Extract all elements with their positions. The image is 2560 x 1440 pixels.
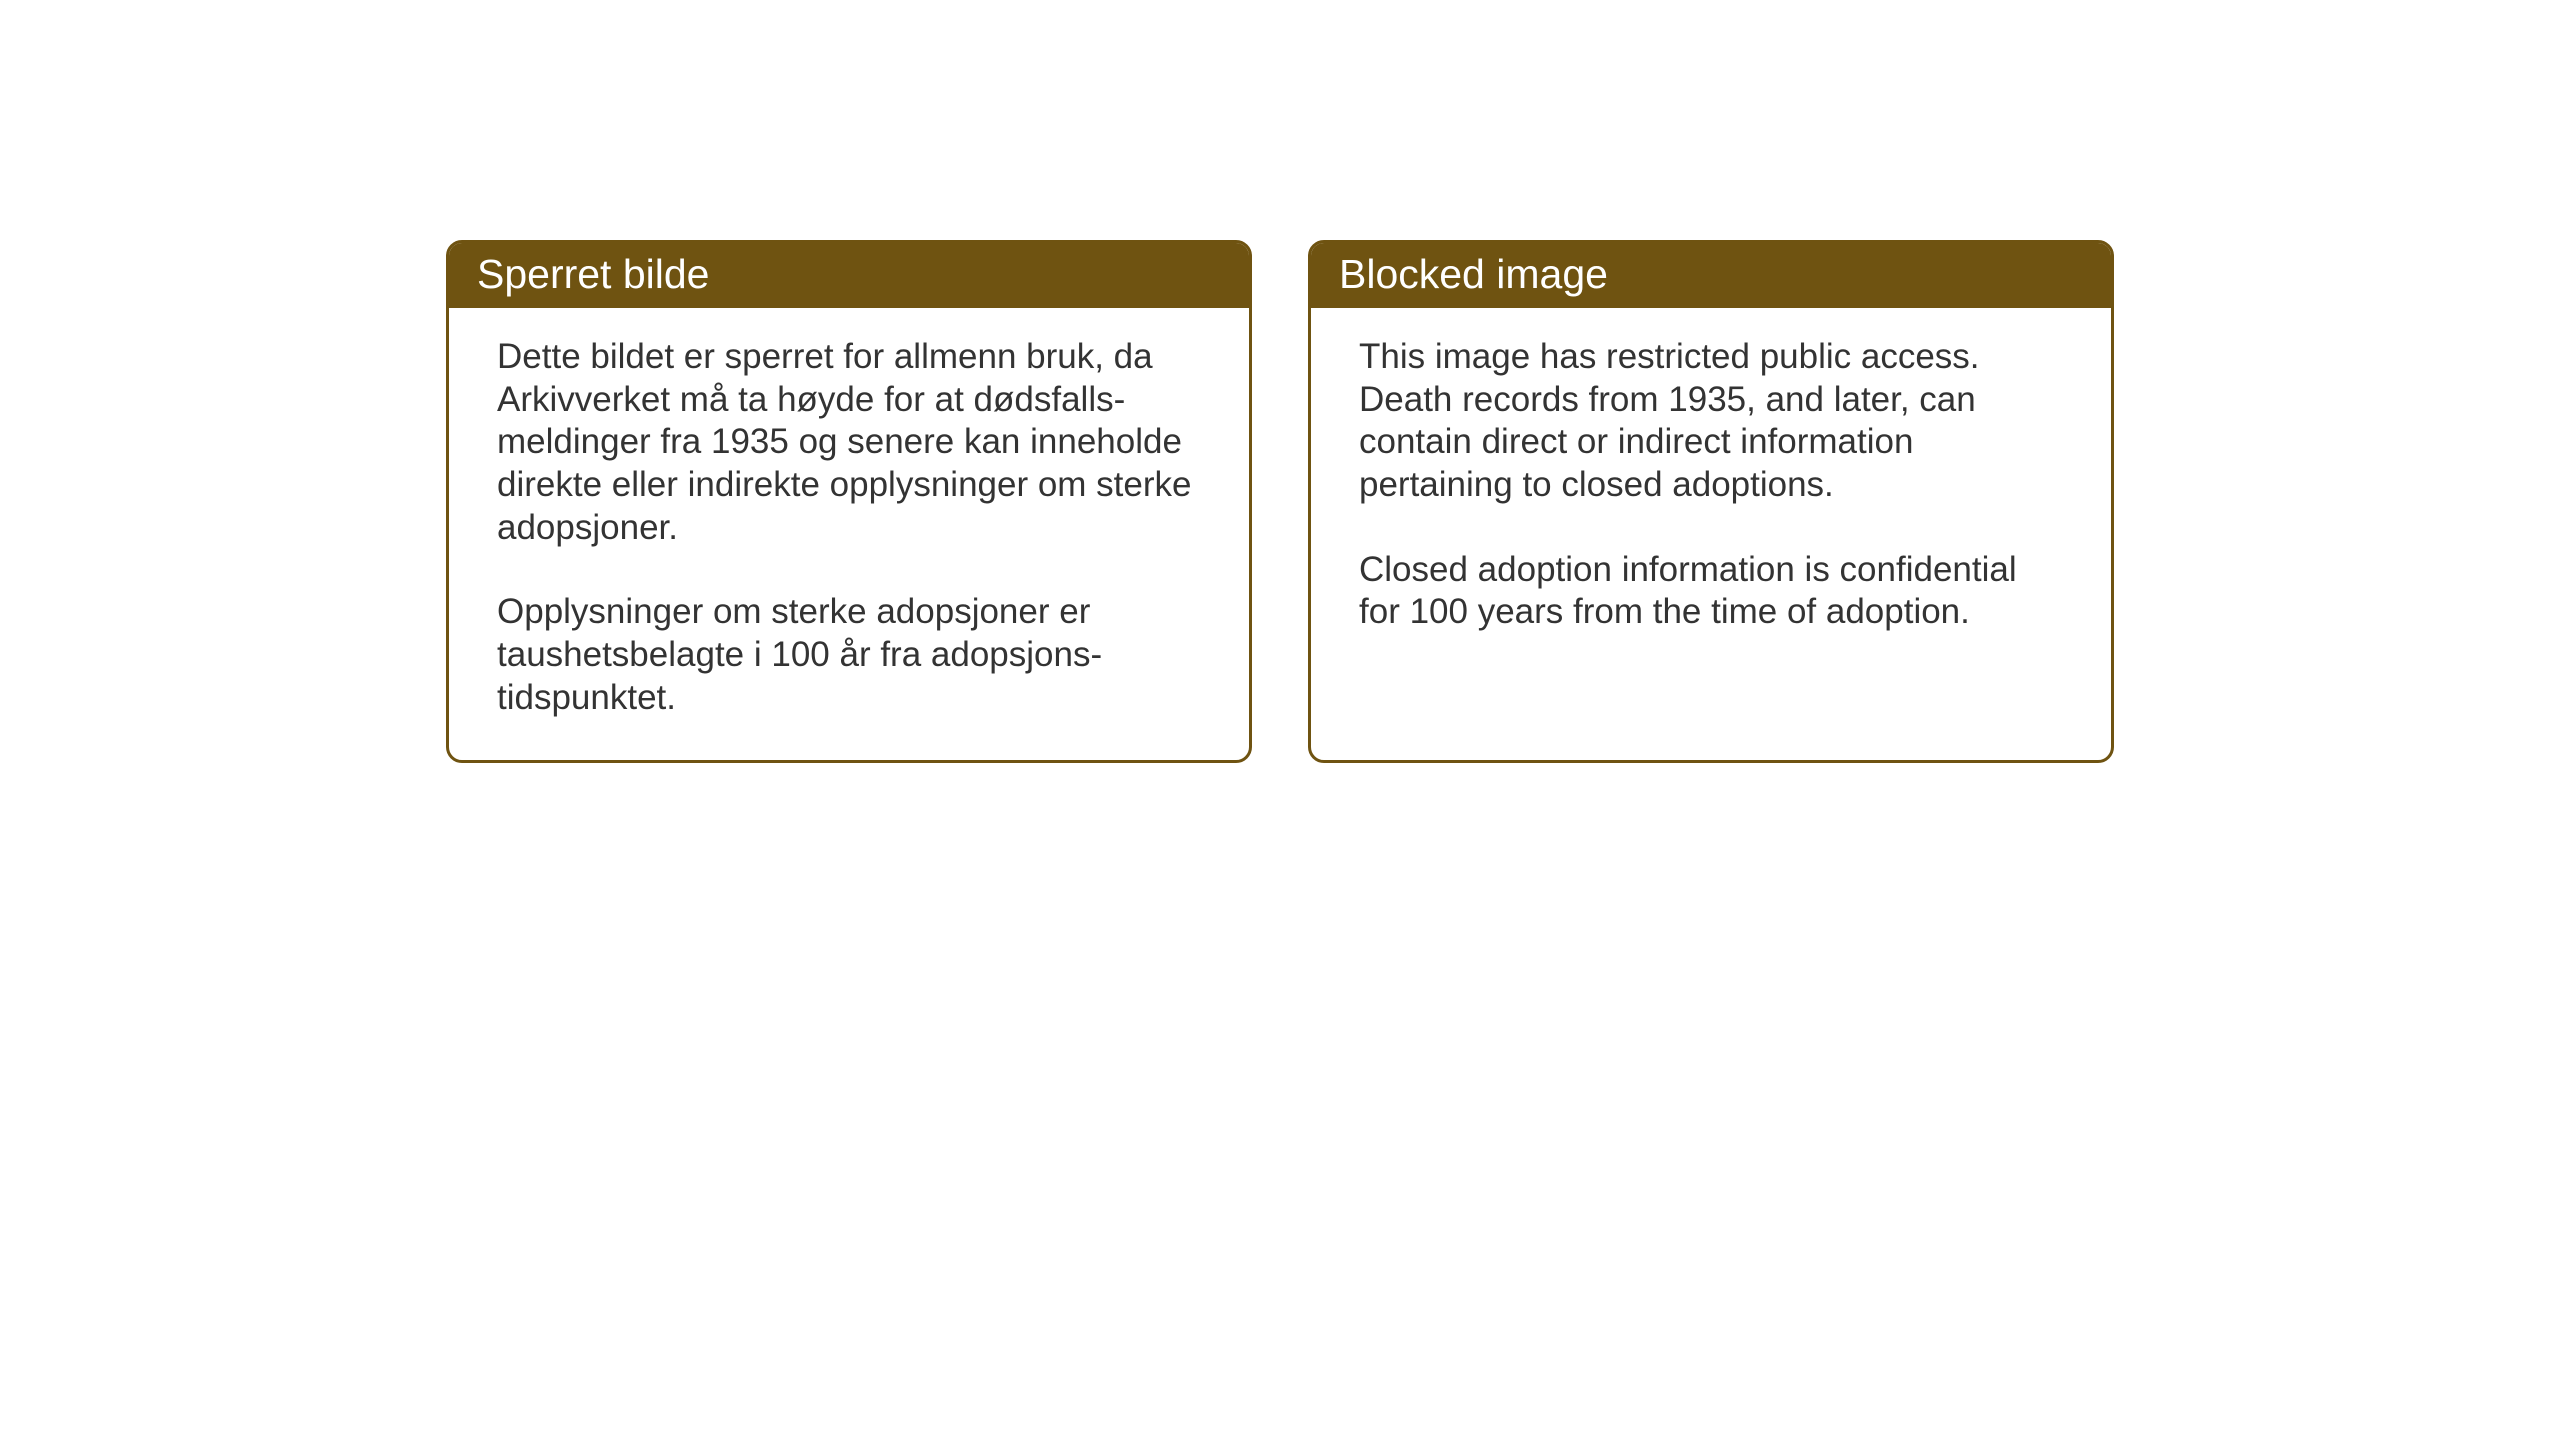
card-title-english: Blocked image: [1339, 251, 2083, 298]
card-body-english: This image has restricted public access.…: [1311, 308, 2111, 748]
card-paragraph-english-2: Closed adoption information is confident…: [1359, 549, 2063, 634]
info-card-norwegian: Sperret bilde Dette bildet er sperret fo…: [446, 240, 1252, 763]
card-header-norwegian: Sperret bilde: [449, 243, 1249, 308]
card-paragraph-norwegian-2: Opplysninger om sterke adopsjoner er tau…: [497, 591, 1201, 719]
card-body-norwegian: Dette bildet er sperret for allmenn bruk…: [449, 308, 1249, 760]
card-title-norwegian: Sperret bilde: [477, 251, 1221, 298]
card-paragraph-english-1: This image has restricted public access.…: [1359, 336, 2063, 507]
info-card-english: Blocked image This image has restricted …: [1308, 240, 2114, 763]
card-paragraph-norwegian-1: Dette bildet er sperret for allmenn bruk…: [497, 336, 1201, 549]
cards-container: Sperret bilde Dette bildet er sperret fo…: [446, 240, 2114, 763]
card-header-english: Blocked image: [1311, 243, 2111, 308]
